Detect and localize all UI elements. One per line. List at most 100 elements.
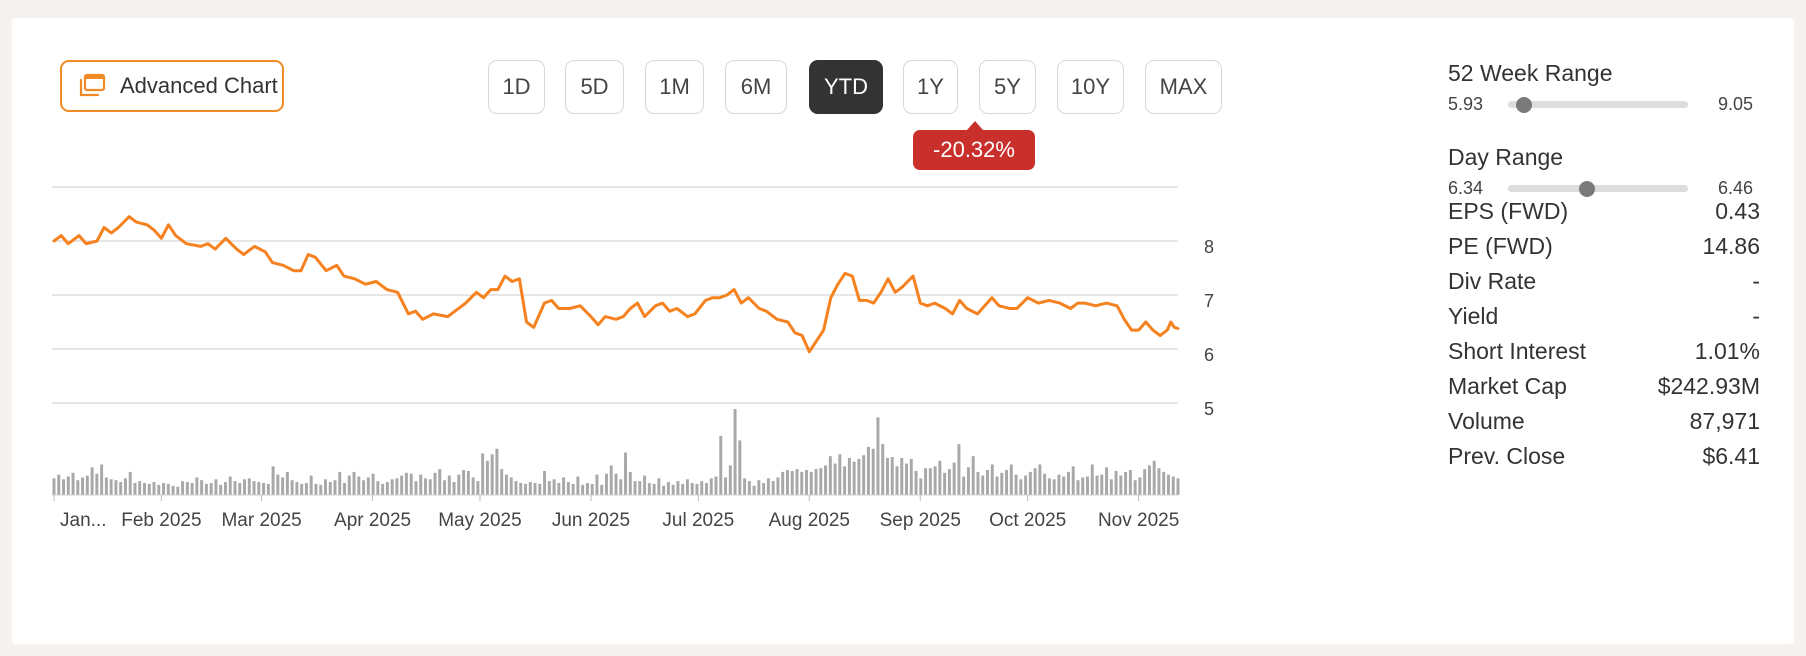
- volume-bar: [776, 477, 780, 495]
- volume-bar: [1052, 479, 1056, 495]
- volume-bar: [785, 470, 789, 495]
- range-button-10y[interactable]: 10Y: [1057, 60, 1124, 114]
- volume-bar: [819, 468, 823, 495]
- volume-bar: [538, 483, 542, 495]
- stat-row: EPS (FWD) 0.43: [1448, 196, 1760, 226]
- volume-bar: [633, 481, 637, 495]
- volume-bar: [314, 483, 318, 495]
- volume-bar: [995, 476, 999, 495]
- volume-bar: [457, 474, 461, 495]
- volume-bar: [557, 482, 561, 495]
- volume-bar: [176, 486, 180, 495]
- range-button-ytd[interactable]: YTD: [809, 60, 883, 114]
- advanced-chart-label: Advanced Chart: [120, 73, 278, 98]
- volume-bar: [881, 444, 885, 495]
- volume-bar: [1095, 475, 1099, 495]
- volume-bar: [123, 478, 127, 495]
- volume-bar: [133, 482, 137, 495]
- volume-bar: [609, 465, 613, 495]
- volume-bar: [95, 473, 99, 495]
- volume-bar: [295, 482, 299, 495]
- volume-bar: [871, 448, 875, 495]
- volume-bar: [828, 456, 832, 495]
- volume-bar: [1090, 464, 1094, 495]
- volume-bar: [443, 480, 447, 495]
- volume-bar: [1133, 480, 1137, 495]
- volume-bar: [1086, 476, 1089, 495]
- x-tick-label: Apr 2025: [334, 510, 411, 531]
- volume-bar: [424, 478, 427, 495]
- volume-bar: [400, 475, 404, 495]
- x-tick-label: Feb 2025: [121, 510, 201, 531]
- volume-bar: [1171, 476, 1175, 495]
- price-chart[interactable]: 8 7 6 5 Jan... Feb 2025 Mar 2025 Apr 2025 May 2…: [12, 18, 1432, 644]
- volume-bar: [724, 477, 728, 495]
- stat-row: PE (FWD) 14.86: [1448, 231, 1760, 261]
- volume-bar: [866, 446, 870, 495]
- volume-bar: [362, 480, 366, 495]
- volume-bar: [247, 478, 251, 495]
- day-range-track: [1508, 180, 1688, 197]
- volume-bar: [181, 481, 185, 495]
- volume-bar: [452, 482, 456, 495]
- y-tick-label: 7: [1204, 291, 1214, 311]
- volume-bar: [624, 452, 627, 495]
- volume-bar: [495, 448, 499, 495]
- volume-bar: [662, 485, 666, 495]
- volume-bar: [533, 482, 537, 495]
- volume-bar: [971, 456, 975, 495]
- volume-bar: [343, 482, 346, 495]
- volume-bar: [152, 482, 156, 495]
- volume-bar: [566, 482, 570, 495]
- volume-bar: [62, 479, 65, 495]
- volume-bar: [1019, 479, 1023, 495]
- volume-bar: [1105, 467, 1109, 495]
- volume-bar: [385, 482, 389, 495]
- volume-bar: [685, 479, 689, 495]
- range-button-5d[interactable]: 5D: [565, 60, 624, 114]
- range-button-1d[interactable]: 1D: [488, 60, 545, 114]
- grid-layer: [52, 186, 1178, 404]
- volume-bar: [319, 484, 323, 495]
- volume-bar: [976, 471, 980, 495]
- volume-bar: [952, 462, 956, 495]
- volume-bar: [500, 469, 504, 495]
- volume-bar: [781, 471, 785, 495]
- range-button-5y[interactable]: 5Y: [979, 60, 1036, 114]
- volume-bar: [147, 483, 151, 495]
- volume-bar: [376, 481, 380, 495]
- range-button-6m[interactable]: 6M: [725, 60, 787, 114]
- volume-bar: [1047, 478, 1051, 495]
- volume-bar: [1152, 460, 1156, 495]
- volume-bar: [409, 473, 413, 495]
- range-button-1y[interactable]: 1Y: [903, 60, 958, 114]
- x-tick-label: Jan...: [60, 510, 106, 531]
- stat-label: Short Interest: [1448, 337, 1587, 364]
- range-button-1m[interactable]: 1M: [645, 60, 704, 114]
- volume-bar: [1109, 479, 1113, 495]
- range-button-max[interactable]: MAX: [1145, 60, 1222, 114]
- volume-bar: [1009, 464, 1013, 495]
- volume-bar: [104, 477, 108, 495]
- volume-bar: [90, 467, 94, 495]
- volume-bar: [1119, 475, 1123, 495]
- volume-bar: [657, 478, 661, 495]
- volume-bar: [638, 481, 642, 495]
- volume-bar: [647, 482, 651, 495]
- volume-bar: [309, 475, 313, 495]
- volume-bar: [85, 475, 89, 495]
- volume-bar: [771, 481, 775, 495]
- volume-bar: [466, 470, 470, 495]
- advanced-chart-button[interactable]: Advanced Chart: [60, 60, 284, 112]
- volume-bar: [1024, 475, 1028, 495]
- volume-bar: [762, 482, 766, 495]
- volume-bar: [490, 454, 494, 495]
- volume-bar: [481, 453, 485, 495]
- volume-bar: [414, 481, 418, 495]
- volume-bar: [514, 481, 518, 495]
- volume-bar: [966, 467, 970, 495]
- y-tick-label: 5: [1204, 399, 1214, 419]
- volume-bar: [338, 471, 342, 495]
- volume-bar: [76, 480, 80, 495]
- volume-bar: [543, 470, 547, 495]
